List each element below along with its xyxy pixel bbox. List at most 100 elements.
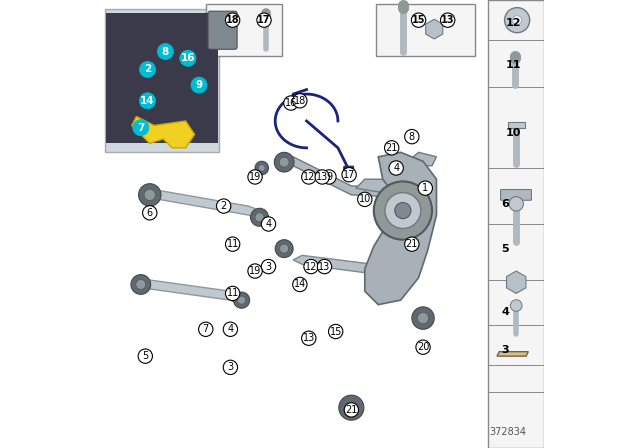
Text: 6: 6 bbox=[502, 199, 509, 209]
Circle shape bbox=[223, 322, 237, 336]
Text: 7: 7 bbox=[137, 123, 145, 133]
Circle shape bbox=[248, 170, 262, 184]
Text: 8: 8 bbox=[162, 47, 169, 56]
FancyBboxPatch shape bbox=[106, 13, 218, 143]
Circle shape bbox=[322, 170, 336, 184]
Text: 13: 13 bbox=[441, 15, 454, 25]
Circle shape bbox=[261, 259, 276, 274]
Circle shape bbox=[191, 77, 207, 93]
Circle shape bbox=[344, 403, 358, 417]
Circle shape bbox=[304, 259, 318, 274]
Text: 3: 3 bbox=[266, 262, 271, 271]
Circle shape bbox=[417, 313, 429, 323]
Text: 12: 12 bbox=[506, 18, 522, 28]
Polygon shape bbox=[150, 190, 266, 222]
Circle shape bbox=[180, 50, 196, 66]
Circle shape bbox=[280, 244, 289, 253]
Text: 14: 14 bbox=[140, 96, 155, 106]
Circle shape bbox=[250, 208, 269, 226]
Circle shape bbox=[157, 43, 173, 60]
FancyBboxPatch shape bbox=[508, 122, 525, 128]
Circle shape bbox=[345, 401, 358, 414]
Polygon shape bbox=[293, 255, 392, 282]
Text: 15: 15 bbox=[412, 15, 426, 25]
Circle shape bbox=[257, 13, 271, 27]
Text: 21: 21 bbox=[385, 143, 398, 153]
Text: 16: 16 bbox=[285, 98, 297, 108]
FancyBboxPatch shape bbox=[376, 4, 475, 56]
Text: 18: 18 bbox=[294, 96, 306, 106]
Text: 17: 17 bbox=[257, 15, 271, 25]
Text: 10: 10 bbox=[358, 194, 371, 204]
Text: 15: 15 bbox=[330, 327, 342, 336]
Circle shape bbox=[198, 322, 213, 336]
Circle shape bbox=[237, 296, 246, 304]
Circle shape bbox=[385, 141, 399, 155]
Circle shape bbox=[261, 217, 276, 231]
Circle shape bbox=[315, 170, 330, 184]
Text: 5: 5 bbox=[502, 244, 509, 254]
Text: 21: 21 bbox=[345, 405, 358, 415]
Text: 17: 17 bbox=[343, 170, 355, 180]
Circle shape bbox=[385, 193, 421, 228]
Circle shape bbox=[416, 340, 430, 354]
Circle shape bbox=[339, 395, 364, 420]
Text: 18: 18 bbox=[226, 15, 239, 25]
Circle shape bbox=[234, 292, 250, 308]
FancyBboxPatch shape bbox=[500, 190, 531, 200]
Text: 4: 4 bbox=[266, 219, 271, 229]
Circle shape bbox=[140, 93, 156, 109]
Circle shape bbox=[136, 280, 146, 289]
FancyBboxPatch shape bbox=[105, 9, 220, 152]
Text: 4: 4 bbox=[227, 324, 234, 334]
Polygon shape bbox=[284, 157, 396, 197]
Text: 9: 9 bbox=[195, 80, 203, 90]
Text: 5: 5 bbox=[142, 351, 148, 361]
Text: 11: 11 bbox=[506, 60, 522, 70]
Circle shape bbox=[223, 360, 237, 375]
Circle shape bbox=[389, 161, 403, 175]
Circle shape bbox=[275, 152, 294, 172]
Circle shape bbox=[328, 324, 343, 339]
Circle shape bbox=[139, 184, 161, 206]
Circle shape bbox=[140, 61, 156, 78]
Text: 2: 2 bbox=[221, 201, 227, 211]
Circle shape bbox=[511, 300, 522, 311]
Circle shape bbox=[143, 206, 157, 220]
Text: 13: 13 bbox=[303, 333, 315, 343]
Polygon shape bbox=[365, 152, 436, 305]
FancyBboxPatch shape bbox=[344, 166, 354, 173]
Text: 3: 3 bbox=[502, 345, 509, 355]
Circle shape bbox=[255, 161, 269, 175]
Circle shape bbox=[374, 181, 432, 240]
Circle shape bbox=[292, 277, 307, 292]
Circle shape bbox=[412, 13, 426, 27]
Circle shape bbox=[301, 170, 316, 184]
Text: 13: 13 bbox=[318, 262, 331, 271]
Polygon shape bbox=[497, 352, 529, 356]
Polygon shape bbox=[141, 280, 244, 307]
Text: 372834: 372834 bbox=[489, 427, 526, 437]
Circle shape bbox=[132, 120, 149, 136]
Text: 12: 12 bbox=[303, 172, 315, 182]
FancyBboxPatch shape bbox=[488, 0, 544, 448]
Text: 4: 4 bbox=[502, 307, 509, 317]
Circle shape bbox=[255, 213, 264, 222]
Circle shape bbox=[404, 129, 419, 144]
FancyBboxPatch shape bbox=[206, 4, 282, 56]
Text: 1: 1 bbox=[422, 183, 428, 193]
Circle shape bbox=[509, 197, 524, 211]
Circle shape bbox=[144, 190, 156, 201]
Circle shape bbox=[131, 275, 150, 294]
Circle shape bbox=[342, 168, 356, 182]
FancyBboxPatch shape bbox=[208, 11, 237, 49]
Text: 11: 11 bbox=[227, 239, 239, 249]
Text: 3: 3 bbox=[227, 362, 234, 372]
Circle shape bbox=[225, 286, 240, 301]
Polygon shape bbox=[356, 152, 436, 193]
Circle shape bbox=[275, 240, 293, 258]
Text: 4: 4 bbox=[393, 163, 399, 173]
Text: 20: 20 bbox=[417, 342, 429, 352]
Circle shape bbox=[225, 13, 240, 27]
Circle shape bbox=[301, 331, 316, 345]
